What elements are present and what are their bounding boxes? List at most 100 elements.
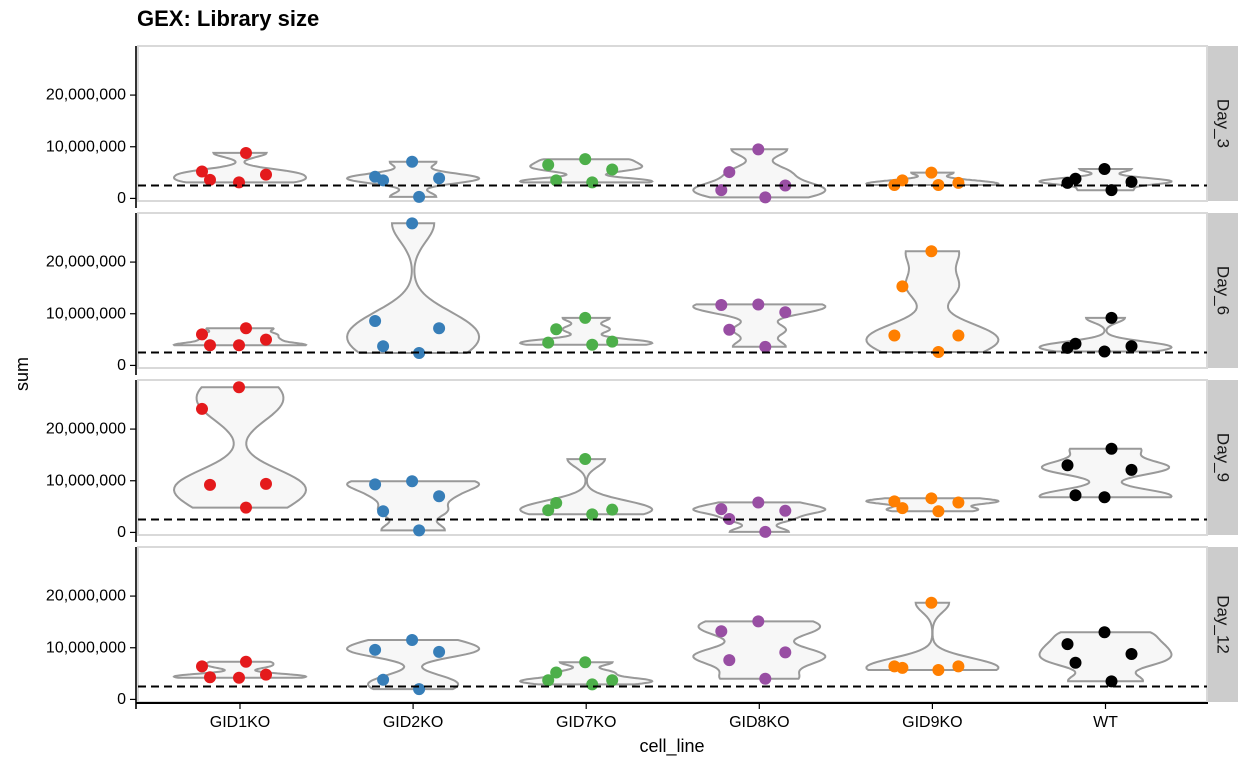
point-Day_6-GID9KO (888, 329, 901, 342)
point-Day_3-GID1KO (196, 165, 208, 178)
x-axis-title: cell_line (639, 736, 704, 757)
y-tick-label: 20,000,000 (46, 254, 126, 271)
point-Day_12-GID2KO (377, 673, 390, 686)
point-Day_12-GID9KO (932, 663, 945, 676)
point-Day_9-GID7KO (606, 503, 619, 516)
point-Day_6-GID1KO (233, 339, 245, 352)
panel-Day_12 (137, 546, 1208, 703)
point-Day_12-GID2KO (433, 645, 446, 658)
point-Day_12-GID1KO (233, 671, 245, 684)
point-Day_9-GID7KO (586, 508, 599, 521)
point-Day_12-GID1KO (196, 660, 208, 673)
point-Day_12-GID9KO (925, 596, 938, 609)
point-Day_6-GID7KO (542, 336, 555, 349)
point-Day_3-WT (1105, 184, 1118, 197)
point-Day_3-GID9KO (952, 176, 965, 189)
point-Day_12-GID8KO (752, 615, 765, 628)
point-Day_3-WT (1098, 162, 1111, 175)
point-Day_12-WT (1125, 647, 1138, 660)
point-Day_9-GID2KO (413, 524, 426, 537)
violin-Day_9-GID1KO (172, 386, 308, 509)
point-Day_3-GID8KO (759, 191, 772, 204)
point-Day_6-GID7KO (606, 335, 619, 348)
point-Day_6-GID2KO (406, 217, 419, 230)
violin-Day_9-WT (1038, 447, 1173, 499)
point-Day_9-GID8KO (752, 496, 765, 509)
x-tick-label: GID9KO (902, 714, 962, 731)
point-Day_12-GID2KO (406, 634, 419, 646)
point-Day_9-GID2KO (377, 505, 390, 518)
point-Day_6-GID2KO (369, 314, 382, 327)
strip-label-Day_6: Day_6 (1214, 266, 1233, 315)
strip-Day_9 (1208, 380, 1238, 535)
point-Day_6-GID7KO (550, 323, 563, 336)
point-Day_6-WT (1098, 345, 1111, 358)
point-Day_3-GID1KO (260, 168, 272, 181)
point-Day_12-GID9KO (952, 660, 965, 673)
point-Day_12-GID1KO (204, 671, 216, 684)
y-tick-label: 10,000,000 (46, 305, 126, 322)
y-tick-label: 10,000,000 (46, 472, 126, 489)
point-Day_6-GID9KO (925, 245, 938, 258)
point-Day_3-GID7KO (586, 176, 599, 189)
point-Day_6-GID8KO (723, 323, 736, 336)
point-Day_6-WT (1125, 340, 1138, 353)
point-Day_3-GID9KO (925, 166, 938, 179)
point-Day_3-GID9KO (896, 174, 909, 187)
point-Day_9-GID8KO (779, 504, 792, 517)
chart-title: GEX: Library size (137, 6, 320, 31)
point-Day_3-GID7KO (579, 153, 592, 166)
point-Day_9-GID9KO (896, 502, 909, 515)
point-Day_3-GID8KO (752, 143, 765, 156)
point-Day_12-GID2KO (413, 683, 426, 696)
point-Day_9-WT (1061, 459, 1074, 472)
y-tick-label: 0 (117, 691, 126, 708)
point-Day_12-GID8KO (759, 672, 772, 685)
point-Day_3-GID7KO (606, 163, 619, 176)
point-Day_6-WT (1069, 337, 1082, 350)
point-Day_3-GID1KO (233, 176, 245, 189)
point-Day_3-GID1KO (240, 146, 252, 159)
panel-Day_6 (137, 212, 1208, 369)
point-Day_6-GID2KO (433, 322, 446, 335)
point-Day_9-GID9KO (952, 496, 965, 509)
x-tick-label: GID2KO (383, 714, 443, 731)
y-tick-label: 0 (117, 190, 126, 207)
y-tick-label: 20,000,000 (46, 87, 126, 104)
point-Day_9-GID9KO (925, 492, 938, 505)
point-Day_9-GID7KO (542, 504, 555, 517)
y-tick-label: 10,000,000 (46, 639, 126, 656)
point-Day_6-GID1KO (240, 322, 252, 335)
point-Day_12-GID2KO (369, 643, 382, 656)
point-Day_3-GID2KO (413, 190, 426, 203)
point-Day_3-GID7KO (542, 158, 555, 171)
point-Day_3-GID2KO (433, 172, 446, 185)
point-Day_6-GID2KO (377, 340, 390, 353)
point-Day_12-GID7KO (579, 656, 592, 669)
point-Day_12-WT (1069, 656, 1082, 669)
point-Day_9-GID8KO (715, 503, 728, 516)
point-Day_12-GID7KO (542, 674, 555, 687)
y-tick-label: 20,000,000 (46, 588, 126, 605)
point-Day_6-GID7KO (579, 311, 592, 324)
point-Day_12-GID7KO (550, 666, 563, 679)
point-Day_6-GID8KO (752, 298, 765, 311)
point-Day_12-GID7KO (606, 674, 619, 687)
y-tick-label: 20,000,000 (46, 421, 126, 438)
point-Day_12-WT (1105, 675, 1118, 688)
point-Day_6-GID9KO (896, 280, 909, 293)
point-Day_3-GID1KO (204, 173, 216, 186)
y-tick-label: 0 (117, 357, 126, 374)
point-Day_9-GID1KO (260, 477, 272, 490)
point-Day_12-GID9KO (896, 661, 909, 674)
point-Day_3-GID8KO (723, 166, 736, 179)
point-Day_3-WT (1069, 172, 1082, 185)
x-tick-label: GID7KO (556, 714, 616, 731)
strip-Day_6 (1208, 213, 1238, 368)
point-Day_3-GID2KO (377, 174, 390, 187)
point-Day_9-GID2KO (433, 490, 446, 503)
point-Day_3-GID7KO (550, 174, 563, 187)
point-Day_9-GID1KO (196, 402, 208, 415)
x-tick-label: GID8KO (729, 714, 789, 731)
